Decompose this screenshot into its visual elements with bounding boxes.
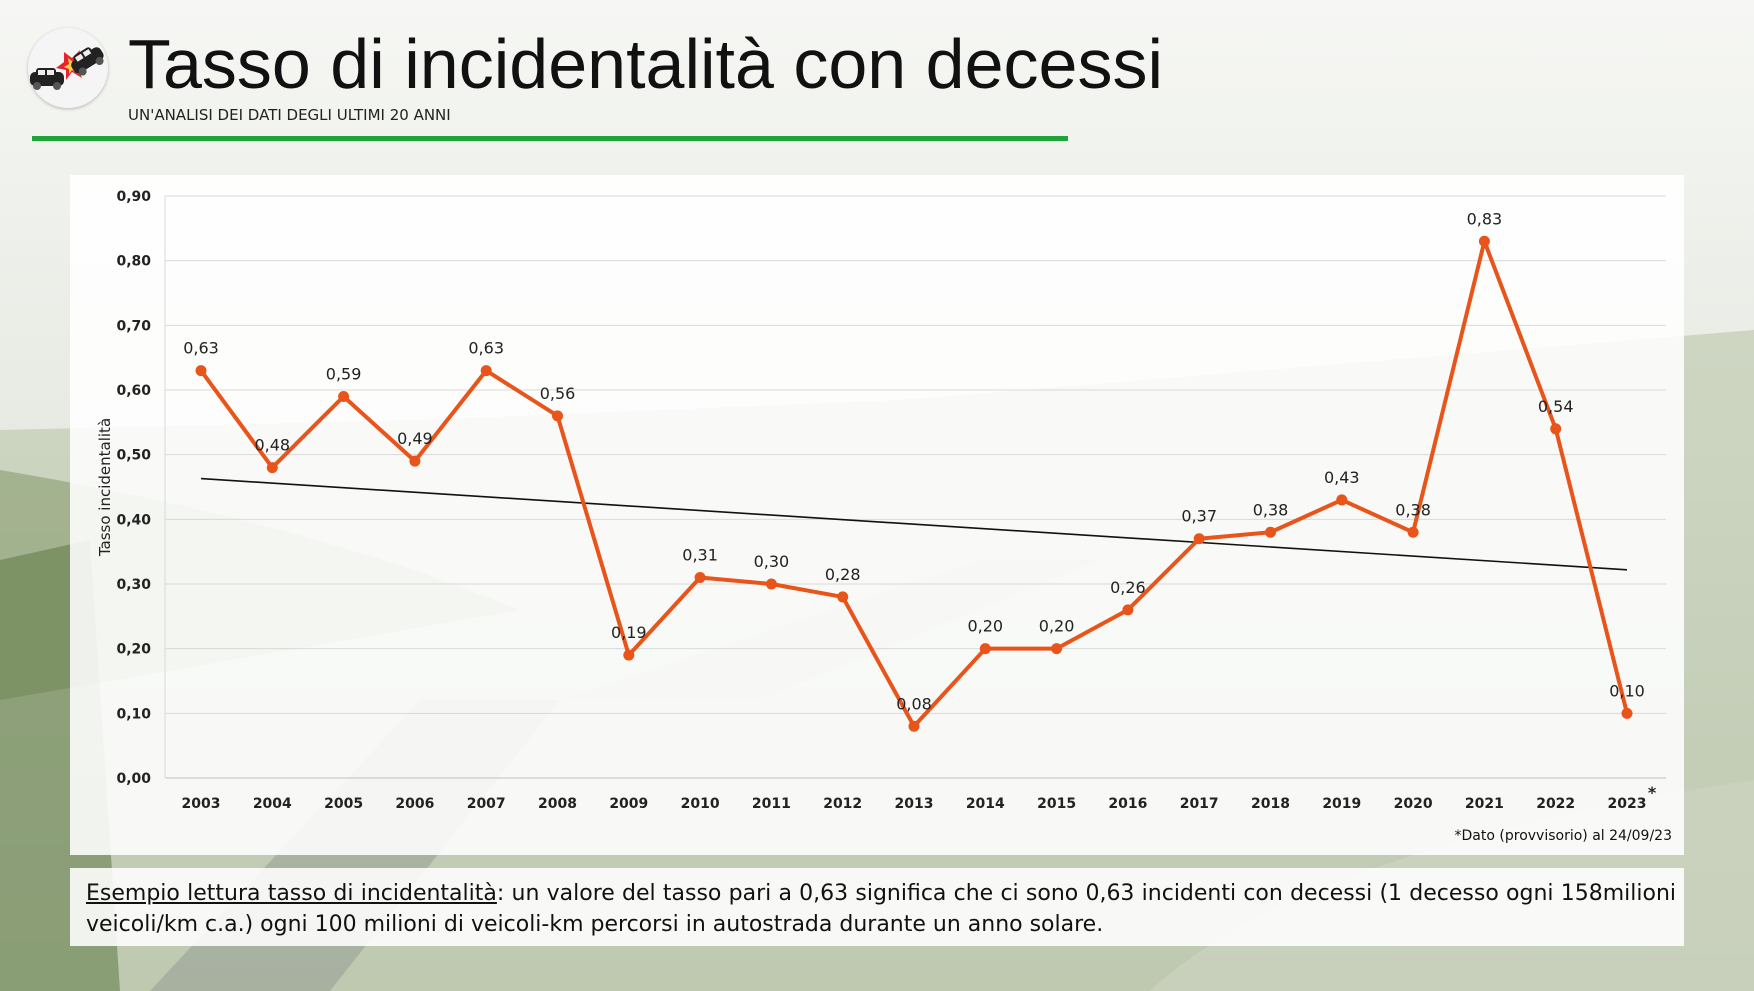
data-point [195,365,207,377]
x-tick-label: 2014 [966,796,1005,812]
x-tick-label: 2015 [1037,796,1076,812]
data-point [837,591,849,603]
data-label: 0,19 [611,623,647,642]
x-tick-label: 2008 [538,796,577,812]
y-tick-label: 0,70 [116,318,151,334]
reading-example-body: : un valore del tasso pari a 0,63 signif… [86,881,1677,937]
data-point [623,649,635,661]
trend-line [200,477,1628,571]
data-label: 0,26 [1110,578,1146,597]
data-label: 0,54 [1538,397,1574,416]
data-label: 0,28 [825,565,861,584]
data-label: 0,20 [1039,617,1075,636]
x-tick-label: 2006 [395,796,434,812]
data-label: 0,83 [1467,209,1503,228]
data-point [1122,604,1134,616]
y-tick-label: 0,90 [116,189,151,205]
data-point [1336,494,1348,506]
data-label: 0,56 [540,384,576,403]
y-tick-label: 0,60 [116,383,151,399]
data-point [1621,707,1633,719]
y-tick-label: 0,80 [116,254,151,270]
x-tick-label: 2023 [1608,796,1647,812]
page-subtitle: UN'ANALISI DEI DATI DEGLI ULTIMI 20 ANNI [128,106,451,124]
chart-panel: 0,00 0,10 0,20 0,30 0,40 0,50 0,60 0,70 0,80 0,90… [70,175,1684,855]
data-label: 0,63 [468,339,504,358]
x-tick-label: 2003 [182,796,221,812]
x-tick-label: 2012 [823,796,862,812]
data-point [266,462,278,474]
data-label: 0,43 [1324,468,1360,487]
reading-example-text: Esempio lettura tasso di incidentalità: … [86,878,1676,940]
data-label: 0,49 [397,429,433,448]
x-tick-label: 2021 [1465,796,1504,812]
line-chart: 0,00 0,10 0,20 0,30 0,40 0,50 0,60 0,70 0,80 0,90… [96,189,1666,812]
y-tick-label: 0,50 [116,448,151,464]
data-point [552,410,563,422]
data-label: 0,31 [682,546,718,565]
x-tick-label: 2007 [467,796,506,812]
data-point [1265,526,1276,538]
data-point [409,455,421,467]
data-point [1478,235,1490,247]
data-label: 0,63 [183,339,219,358]
data-label: 0,37 [1181,507,1217,526]
x-tick-label: 2020 [1394,796,1433,812]
data-label: 0,38 [1395,500,1431,519]
data-label: 0,59 [326,364,362,383]
data-point [694,572,706,584]
x-tick-label: 2018 [1251,796,1290,812]
x-tick-label: 2011 [752,796,791,812]
y-tick-label: 0,30 [116,577,151,593]
series-line [199,239,1629,729]
x-tick-label: 2013 [895,796,934,812]
y-tick-label: 0,00 [116,771,151,787]
x-tick-label: 2010 [681,796,720,812]
data-point [908,720,920,732]
x-tick-label: 2019 [1322,796,1361,812]
y-tick-label: 0,20 [116,642,151,658]
data-point [338,390,350,402]
data-point [979,643,991,655]
data-point [1051,643,1063,655]
y-tick-label: 0,40 [116,512,151,528]
title-underline [32,136,1068,141]
data-label: 0,48 [254,436,290,455]
x-tick-label: 2022 [1536,796,1575,812]
x-tick-asterisk: * [1648,783,1657,802]
page-title: Tasso di incidentalità con decessi [128,25,1164,103]
data-point [765,578,777,590]
y-axis-title: Tasso incidentalità [96,418,114,557]
x-tick-label: 2016 [1108,796,1147,812]
data-point [1550,423,1562,435]
data-label: 0,10 [1609,681,1645,700]
chart-footnote: *Dato (provvisorio) al 24/09/23 [1454,828,1672,844]
reading-example-panel: Esempio lettura tasso di incidentalità: … [70,868,1684,946]
x-tick-label: 2009 [609,796,648,812]
data-point [480,365,492,377]
data-point [1407,526,1419,538]
data-label: 0,08 [896,694,932,713]
data-label: 0,38 [1253,500,1289,519]
data-point [1193,533,1205,545]
data-label: 0,20 [967,617,1003,636]
x-tick-label: 2004 [253,796,292,812]
car-crash-icon [28,28,108,108]
data-label: 0,30 [754,552,790,571]
x-tick-label: 2017 [1180,796,1219,812]
x-tick-label: 2005 [324,796,363,812]
reading-example-lead: Esempio lettura tasso di incidentalità [86,881,497,906]
y-tick-label: 0,10 [116,706,151,722]
